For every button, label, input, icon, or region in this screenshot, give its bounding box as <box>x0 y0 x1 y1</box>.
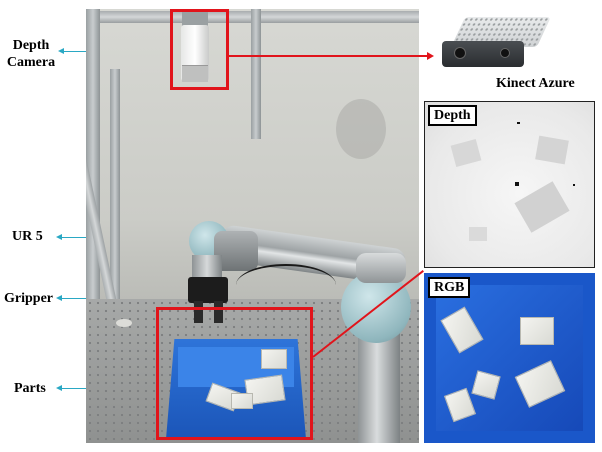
parts-highlight <box>156 307 313 440</box>
gripper-label: Gripper <box>4 291 53 306</box>
kinect-label: Kinect Azure <box>496 76 575 91</box>
table-fixture <box>116 319 132 327</box>
depth-noise-1 <box>515 182 519 186</box>
depth-camera-pointer-head <box>58 48 64 54</box>
depth-noise-3 <box>517 122 520 124</box>
depth-camera-lens <box>182 65 208 82</box>
parts-label: Parts <box>14 381 46 396</box>
camera-to-kinect-line <box>229 55 429 57</box>
depth-gradient <box>425 102 594 267</box>
part-4 <box>231 393 253 409</box>
ur5-label: UR 5 <box>12 229 43 244</box>
ur5-pointer-head <box>56 234 62 240</box>
rgb-part-2 <box>520 317 554 345</box>
kinect-lens-right <box>500 48 510 58</box>
robot-shoulder-cap <box>356 253 406 283</box>
depth-camera-label-line1: Depth <box>12 38 50 53</box>
gripper-pointer-head <box>56 295 62 301</box>
robot-workcell-photo <box>86 9 419 443</box>
gripper-body <box>188 277 228 303</box>
robot-cable <box>236 264 336 306</box>
wall-stain <box>336 99 386 159</box>
depth-camera-label-line2: Camera <box>6 55 56 70</box>
depth-image-inset <box>424 101 595 268</box>
kinect-device <box>438 17 551 72</box>
left-post-2 <box>110 69 120 299</box>
depth-camera-highlight <box>170 9 229 90</box>
rgb-inset-label: RGB <box>428 277 471 298</box>
depth-part-shape-2 <box>535 135 569 165</box>
part-1 <box>261 349 287 369</box>
gripper-finger-right <box>214 301 223 323</box>
depth-inset-label: Depth <box>428 105 477 126</box>
kinect-lens-left <box>454 47 466 59</box>
depth-part-shape-4 <box>469 227 487 241</box>
right-post <box>251 9 261 139</box>
robot-wrist-lower <box>192 255 222 281</box>
depth-noise-2 <box>573 184 575 186</box>
rgb-image-inset <box>424 273 595 443</box>
camera-to-kinect-arrowhead <box>427 52 434 60</box>
parts-pointer-head <box>56 385 62 391</box>
gripper-finger-left <box>194 301 203 323</box>
depth-camera-label: Depth Camera <box>6 37 56 71</box>
